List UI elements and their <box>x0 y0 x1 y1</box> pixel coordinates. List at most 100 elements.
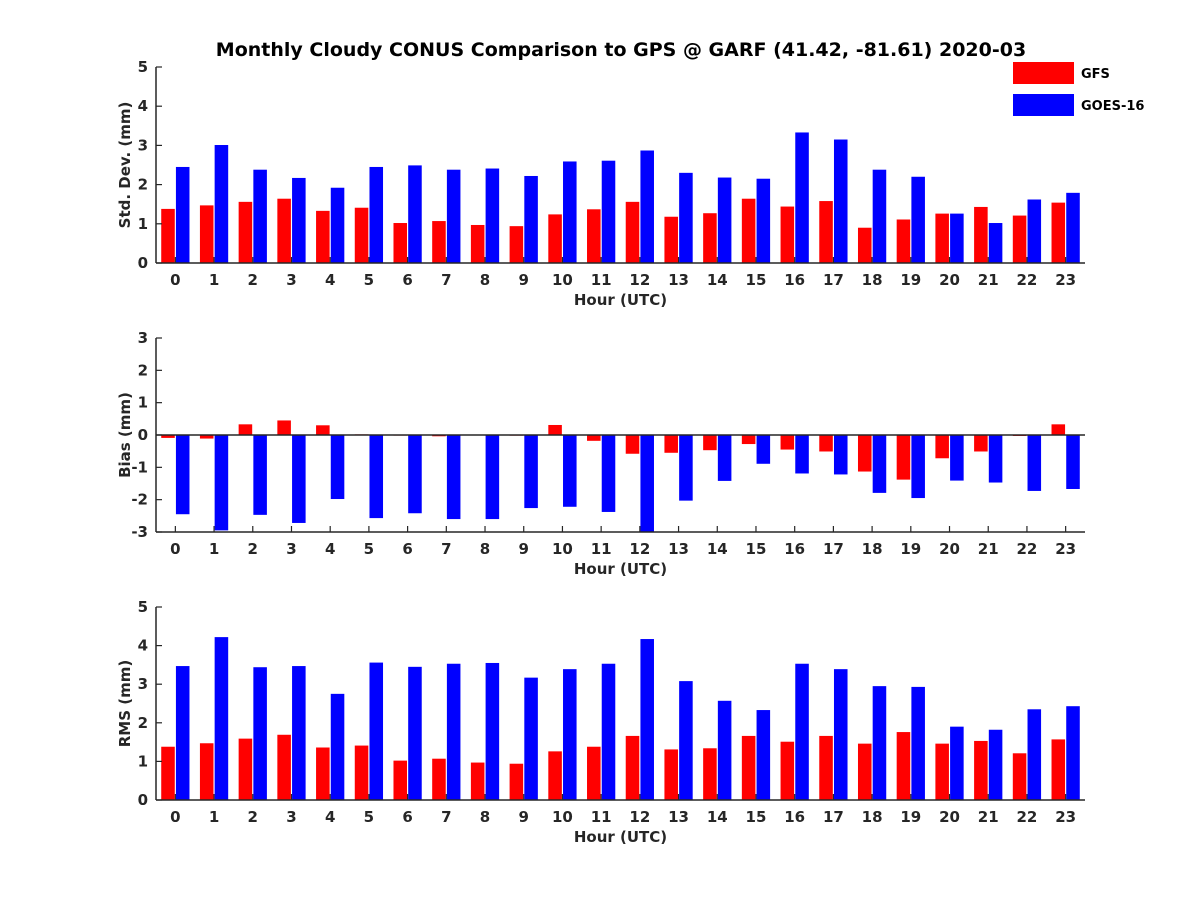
x-tick-label: 12 <box>629 271 650 289</box>
bar <box>175 166 190 263</box>
bar <box>988 435 1003 483</box>
bar <box>548 214 562 263</box>
bar <box>756 435 771 464</box>
y-tick-label: 3 <box>138 329 148 347</box>
x-tick-label: 8 <box>480 271 490 289</box>
bar <box>470 762 485 800</box>
x-tick-label: 16 <box>784 271 805 289</box>
x-tick-label: 12 <box>629 808 650 826</box>
bar <box>316 425 330 435</box>
bar <box>253 169 267 263</box>
x-tick-label: 0 <box>170 540 180 558</box>
y-tick-label: 4 <box>138 637 148 655</box>
x-tick-label: 4 <box>325 540 335 558</box>
bar <box>795 435 809 474</box>
x-tick-label: 15 <box>746 540 767 558</box>
x-tick-label: 20 <box>939 540 960 558</box>
bar <box>563 161 577 263</box>
y-tick-label: -1 <box>131 458 148 476</box>
x-tick-label: 17 <box>823 271 844 289</box>
x-axis-label: Hour (UTC) <box>574 828 667 846</box>
bar <box>175 435 190 515</box>
bar <box>640 435 654 532</box>
bar <box>369 662 384 800</box>
bar <box>316 747 330 800</box>
bar <box>446 663 461 800</box>
bar <box>857 743 872 800</box>
bar <box>988 223 1003 263</box>
bar <box>354 207 369 263</box>
bar <box>470 224 485 263</box>
bar <box>369 435 384 519</box>
x-tick-label: 22 <box>1017 808 1038 826</box>
bar <box>679 172 693 263</box>
x-tick-label: 18 <box>862 808 883 826</box>
bar <box>485 435 500 520</box>
bar <box>238 424 253 435</box>
x-tick-label: 5 <box>364 808 374 826</box>
x-tick-label: 21 <box>978 271 999 289</box>
x-tick-label: 8 <box>480 540 490 558</box>
bar <box>485 662 500 800</box>
y-tick-label: 3 <box>138 136 148 154</box>
bar <box>833 139 848 263</box>
bar <box>199 205 214 263</box>
bar <box>625 201 640 263</box>
bar <box>679 435 693 501</box>
x-tick-label: 19 <box>900 540 921 558</box>
x-tick-label: 15 <box>746 808 767 826</box>
x-tick-label: 5 <box>364 540 374 558</box>
bar <box>446 435 461 520</box>
bar <box>277 734 291 800</box>
x-tick-label: 7 <box>441 808 451 826</box>
x-tick-label: 17 <box>823 540 844 558</box>
x-tick-label: 5 <box>364 271 374 289</box>
y-tick-label: 3 <box>138 675 148 693</box>
x-tick-label: 23 <box>1055 271 1076 289</box>
bar <box>563 669 577 800</box>
x-tick-label: 14 <box>707 540 728 558</box>
bar <box>446 169 461 263</box>
x-tick-label: 11 <box>591 540 612 558</box>
bar <box>292 177 306 263</box>
y-tick-label: 1 <box>138 394 148 412</box>
x-tick-label: 16 <box>784 540 805 558</box>
bar <box>935 213 949 263</box>
x-tick-label: 21 <box>978 540 999 558</box>
x-tick-label: 2 <box>248 808 258 826</box>
bar <box>214 637 229 800</box>
bar <box>1027 435 1042 491</box>
bar <box>548 751 562 800</box>
series-gfs <box>161 198 1066 263</box>
x-tick-label: 1 <box>209 271 219 289</box>
bar <box>795 132 809 263</box>
x-tick-label: 1 <box>209 540 219 558</box>
bar <box>253 435 267 515</box>
y-tick-label: 0 <box>138 791 148 809</box>
x-tick-label: 4 <box>325 271 335 289</box>
bar <box>330 693 345 800</box>
y-axis-label: Bias (mm) <box>116 392 134 478</box>
x-tick-label: 11 <box>591 808 612 826</box>
bar <box>872 169 887 263</box>
x-tick-label: 13 <box>668 808 689 826</box>
x-tick-label: 12 <box>629 540 650 558</box>
y-tick-label: -2 <box>131 491 148 509</box>
x-tick-label: 23 <box>1055 540 1076 558</box>
y-tick-label: 5 <box>138 598 148 616</box>
bar <box>974 740 988 800</box>
bar <box>1051 202 1066 263</box>
series-gfs <box>161 732 1066 800</box>
y-tick-label: 4 <box>138 97 148 115</box>
bar <box>161 208 175 263</box>
bar <box>393 760 408 800</box>
bar <box>393 223 408 263</box>
bar <box>819 201 833 263</box>
bar <box>277 420 291 435</box>
bar <box>756 710 771 800</box>
bar <box>640 150 654 263</box>
legend-label-gfs: GFS <box>1081 67 1110 82</box>
bar <box>896 732 911 800</box>
bar <box>214 145 229 263</box>
y-tick-label: 5 <box>138 58 148 76</box>
